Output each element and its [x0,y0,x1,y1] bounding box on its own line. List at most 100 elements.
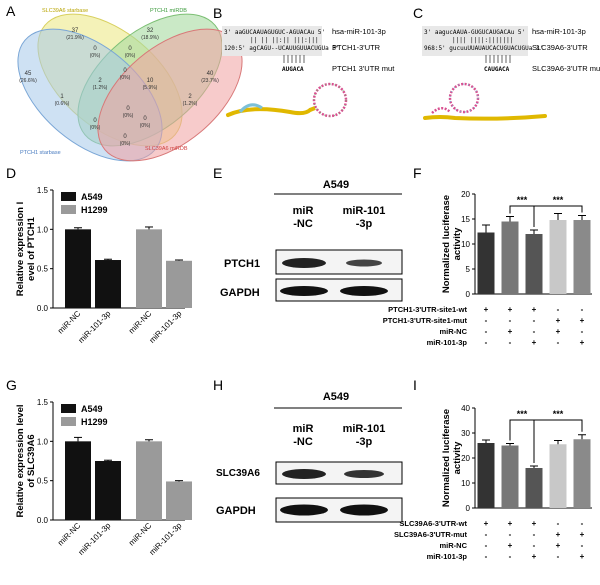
y-tick-label: 1.0 [37,437,49,446]
x-tick-label: miR-101-3p [147,521,183,557]
panel-a-venn: SLC39A6 starbase PTCH1 miRDB PTCH1 starb… [17,8,243,162]
venn-region-percent: (0%) [90,53,101,59]
condition-label: SLC39A6-3'UTR-mut [394,530,468,539]
blot-e-lane-2: miR-101 -3p [343,205,386,230]
panel-letter-i: I [413,377,417,393]
blot-h-cell-line: A549 [323,391,349,403]
significance-label: *** [517,195,528,205]
legend-label: A549 [81,404,103,414]
legend-swatch [61,404,76,413]
blot-h-protein-1: SLC39A6 [216,468,260,479]
condition-sign: - [533,327,536,336]
blot-h-band-slc39a6-nc [282,469,326,479]
panel-b-mut-arrows [283,55,305,63]
venn-label-ptch1-mirdb: PTCH1 miRDB [150,8,187,14]
panel-h-western-blot: A549 miR -NC miR-101 -3p SLC39A6 GAPDH [216,391,403,523]
condition-label: miR-101-3p [427,552,468,561]
y-tick-label: 0.5 [37,265,49,274]
panel-letter-f: F [413,165,422,181]
condition-sign: + [484,519,489,528]
significance-label: *** [517,409,528,419]
condition-sign: - [557,519,560,528]
condition-sign: - [581,519,584,528]
panel-c-mut-seq: CAUGACA [484,66,510,73]
y-axis-label: Normalized luciferaseactivity [441,195,463,293]
condition-sign: - [485,327,488,336]
bar [501,221,519,294]
y-tick-label: 0.0 [37,516,49,525]
venn-region-count: 0 [93,46,97,52]
venn-region-percent: (0%) [90,125,101,131]
y-tick-label: 20 [461,190,470,199]
condition-sign: - [485,541,488,550]
panel-letter-b: B [213,5,222,21]
venn-region-count: 10 [147,78,154,84]
panel-letter-e: E [213,165,222,181]
blot-h-lane-2: miR-101 -3p [343,423,386,448]
y-tick-label: 10 [461,479,470,488]
bar [136,229,162,308]
bar [549,220,567,294]
condition-sign: + [556,541,561,550]
y-tick-label: 40 [461,404,470,413]
condition-sign: - [485,530,488,539]
blot-e-cell-line: A549 [323,179,349,191]
x-tick-label: miR-101-3p [147,309,183,345]
condition-label: miR-101-3p [427,338,468,347]
panel-c-mirna-label: hsa-miR-101-3p [532,27,586,36]
venn-region-count: 0 [123,68,127,74]
condition-sign: - [485,338,488,347]
blot-e-lane-1: miR -NC [293,205,314,230]
condition-sign: + [532,552,537,561]
bar [525,234,543,294]
x-tick-label: miR-101-3p [76,309,112,345]
y-tick-label: 0 [466,290,471,299]
condition-sign: + [580,316,585,325]
bar [166,260,192,308]
blot-h-band-gapdh-mir [340,504,388,516]
panel-c-mirna-seq: 3' aagucAAUA-GUGUCAUGACAu 5' [424,29,525,36]
condition-sign: - [533,316,536,325]
venn-region-count: 2 [188,94,192,100]
venn-region-percent: (0%) [120,141,131,147]
venn-region-count: 40 [207,71,214,77]
x-tick-label: miR-NC [56,521,83,548]
condition-sign: + [508,305,513,314]
y-tick-label: 1.5 [37,186,49,195]
y-tick-label: 15 [461,215,470,224]
venn-region-count: 1 [60,94,64,100]
venn-region-percent: (21.9%) [66,35,84,41]
venn-region-percent: (0%) [120,75,131,81]
panel-e-western-blot: A549 miR -NC miR-101 -3p PTCH1 GAPDH [220,179,403,302]
significance-bracket [533,205,583,227]
legend-label: H1299 [81,417,108,427]
panel-c-binding-site: C 3' aagucAAUA-GUGUCAUGACAu 5' |||| ||||… [413,5,600,121]
panel-letter-g: G [6,377,17,393]
panel-c-pairing: |||| ||||:||||||| [452,37,513,44]
venn-region-percent: (0%) [123,113,134,119]
bar [65,441,91,520]
significance-label: *** [553,409,564,419]
x-tick-label: miR-NC [127,309,154,336]
condition-sign: - [533,530,536,539]
venn-label-ptch1-starbase: PTCH1 starbase [20,150,61,156]
panel-letter-a: A [6,3,16,19]
blot-h-band-gapdh-nc [280,504,328,516]
bar [501,445,519,508]
condition-sign: + [532,338,537,347]
venn-region-count: 32 [147,28,154,34]
venn-region-count: 0 [123,134,127,140]
panel-letter-c: C [413,5,423,21]
venn-label-slc39a6-mirdb: SLC39A6 miRDB [145,146,188,152]
condition-sign: - [533,541,536,550]
significance-label: *** [553,195,564,205]
y-axis-label: Normalized luciferaseactivity [441,409,463,507]
panel-c-target-label: SLC39A6-3'UTR [532,43,588,52]
condition-sign: + [508,541,513,550]
bar [549,444,567,508]
blot-h-protein-2: GAPDH [216,505,256,517]
legend-label: A549 [81,192,103,202]
